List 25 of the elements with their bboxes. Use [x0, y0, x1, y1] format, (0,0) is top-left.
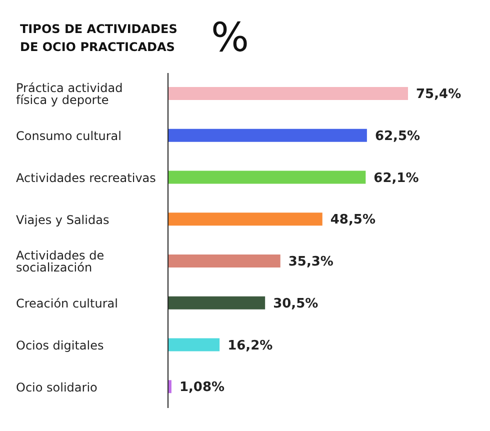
- data-label: 30,5%: [273, 296, 318, 312]
- data-label: 48,5%: [330, 212, 376, 228]
- y-tick-label: Ocios digitales: [16, 338, 104, 352]
- y-tick-label: Práctica actividad física y deporte: [16, 81, 123, 108]
- bar: [168, 338, 220, 352]
- data-label: 16,2%: [228, 338, 273, 354]
- y-tick-label: Viajes y Salidas: [16, 212, 110, 227]
- bar: [168, 87, 408, 100]
- bar: [168, 212, 322, 226]
- data-label: 1,08%: [179, 380, 225, 396]
- chart-title: TIPOS DE ACTIVIDADES DE OCIO PRACTICADAS: [20, 21, 178, 56]
- bar: [168, 170, 366, 184]
- data-label: 62,1%: [374, 170, 419, 186]
- y-tick-label: Consumo cultural: [16, 129, 122, 144]
- data-label: 35,3%: [288, 254, 334, 270]
- y-tick-label: Actividades recreativas: [16, 170, 156, 185]
- y-tick-label: Creación cultural: [16, 296, 118, 311]
- bar: [168, 254, 280, 268]
- bar: [168, 296, 266, 310]
- y-tick-label: Actividades de socialización: [16, 248, 104, 275]
- data-label: 62,5%: [374, 128, 420, 144]
- y-tick-label: Ocio solidario: [16, 380, 98, 394]
- bar: [168, 128, 367, 142]
- chart-subtitle: %: [211, 15, 250, 61]
- data-label: 75,4%: [416, 87, 462, 102]
